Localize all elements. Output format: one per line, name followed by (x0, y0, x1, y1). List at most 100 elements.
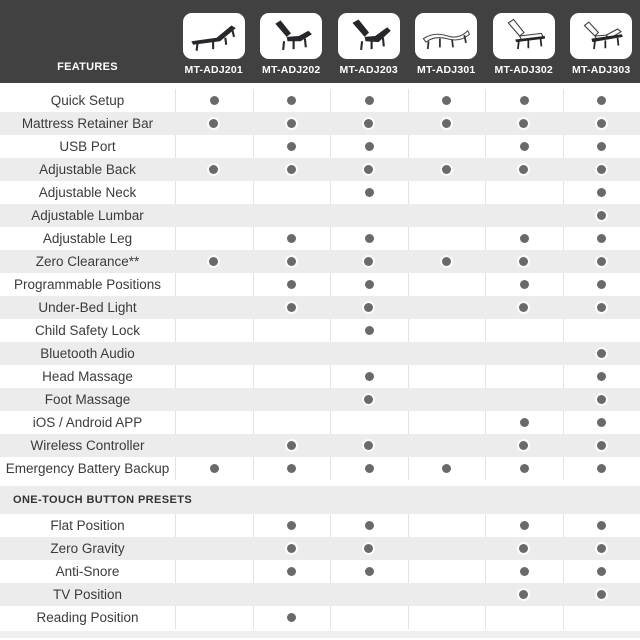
feature-cell-mt-adj301 (407, 560, 486, 583)
feature-cell-mt-adj202 (253, 388, 331, 411)
feature-included-dot-icon (596, 349, 606, 358)
feature-cell-mt-adj303 (563, 204, 640, 227)
feature-included-dot-icon (287, 521, 297, 530)
feature-cell-mt-adj301 (408, 112, 486, 135)
feature-cell-mt-adj303 (562, 606, 640, 629)
feature-cell-mt-adj201 (175, 112, 253, 135)
feature-included-dot-icon (441, 119, 451, 128)
feature-cell-mt-adj301 (408, 342, 486, 365)
feature-cell-mt-adj201 (175, 583, 253, 606)
feature-label: Head Massage (42, 369, 133, 384)
product-model-label: MT-ADJ303 (572, 64, 631, 76)
feature-included-dot-icon (519, 234, 529, 243)
table-body: Quick Setup Mattress Retainer Bar USB Port… (0, 89, 640, 629)
column-header-mt-adj301: MT-ADJ301 (408, 0, 486, 83)
feature-included-dot-icon (596, 211, 606, 220)
feature-included-dot-icon (597, 96, 607, 105)
feature-cell-mt-adj202 (252, 181, 331, 204)
section-divider (0, 480, 640, 486)
feature-row: TV Position (0, 583, 640, 606)
feature-cell-mt-adj202 (253, 250, 331, 273)
feature-included-dot-icon (596, 119, 606, 128)
feature-row: Adjustable Back (0, 158, 640, 181)
feature-included-dot-icon (364, 119, 374, 128)
feature-row: USB Port (0, 135, 640, 158)
feature-label: Adjustable Back (39, 162, 136, 177)
bed-light-head-raised-icon (497, 15, 551, 57)
feature-included-dot-icon (519, 142, 529, 151)
feature-cell-mt-adj303 (563, 537, 640, 560)
feature-included-dot-icon (519, 418, 529, 427)
feature-cell-mt-adj201 (175, 388, 253, 411)
bed-light-flat-wave-icon (419, 15, 473, 57)
feature-cell-mt-adj303 (562, 457, 640, 480)
feature-included-dot-icon (286, 544, 296, 553)
header-divider (0, 83, 640, 89)
feature-cell-mt-adj201 (175, 457, 253, 480)
feature-cell-mt-adj201 (175, 411, 253, 434)
feature-cell-mt-adj302 (485, 457, 563, 480)
feature-included-dot-icon (287, 464, 297, 473)
feature-label: iOS / Android APP (32, 415, 143, 430)
feature-cell-mt-adj301 (408, 204, 486, 227)
feature-cell-mt-adj303 (562, 514, 640, 537)
feature-cell-mt-adj201 (175, 250, 253, 273)
feature-cell-mt-adj202 (252, 457, 331, 480)
feature-row: Mattress Retainer Bar (0, 112, 640, 135)
feature-cell-mt-adj302 (485, 250, 563, 273)
feature-row: Wireless Controller (0, 434, 640, 457)
feature-cell-mt-adj201 (175, 296, 253, 319)
feature-label: TV Position (52, 587, 123, 602)
product-thumb-mt-adj203 (337, 13, 400, 59)
feature-cell-mt-adj301 (407, 273, 486, 296)
feature-cell-mt-adj203 (330, 181, 408, 204)
feature-cell-mt-adj303 (563, 434, 640, 457)
feature-cell-mt-adj203 (330, 583, 408, 606)
feature-cell-mt-adj301 (408, 537, 486, 560)
product-model-label: MT-ADJ302 (494, 64, 553, 76)
feature-included-dot-icon (364, 464, 374, 473)
feature-included-dot-icon (519, 521, 529, 530)
feature-label: Quick Setup (50, 93, 125, 108)
feature-included-dot-icon (364, 395, 374, 404)
feature-cell-mt-adj203 (330, 514, 408, 537)
feature-included-dot-icon (209, 257, 219, 266)
feature-included-dot-icon (519, 280, 529, 289)
feature-included-dot-icon (596, 257, 606, 266)
feature-label: Zero Gravity (50, 541, 125, 556)
feature-cell-mt-adj201 (175, 227, 253, 250)
feature-included-dot-icon (519, 464, 529, 473)
feature-row: Head Massage (0, 365, 640, 388)
feature-row: Child Safety Lock (0, 319, 640, 342)
feature-cell-mt-adj303 (563, 250, 640, 273)
feature-cell-mt-adj302 (485, 135, 563, 158)
feature-cell-mt-adj302 (485, 296, 563, 319)
feature-included-dot-icon (287, 96, 297, 105)
feature-cell-mt-adj203 (330, 365, 408, 388)
feature-included-dot-icon (364, 280, 374, 289)
feature-included-dot-icon (441, 165, 451, 174)
feature-cell-mt-adj303 (562, 181, 640, 204)
feature-cell-mt-adj301 (408, 434, 486, 457)
feature-cell-mt-adj301 (407, 181, 486, 204)
feature-row: Flat Position (0, 514, 640, 537)
feature-cell-mt-adj303 (562, 273, 640, 296)
feature-included-dot-icon (519, 544, 529, 553)
feature-cell-mt-adj302 (485, 342, 563, 365)
feature-included-dot-icon (519, 257, 529, 266)
feature-row: Anti-Snore (0, 560, 640, 583)
feature-cell-mt-adj201 (175, 514, 253, 537)
feature-cell-mt-adj203 (330, 457, 408, 480)
feature-included-dot-icon (597, 234, 607, 243)
product-model-label: MT-ADJ201 (184, 64, 243, 76)
feature-included-dot-icon (209, 96, 219, 105)
feature-included-dot-icon (596, 544, 606, 553)
feature-cell-mt-adj203 (330, 319, 408, 342)
feature-cell-mt-adj301 (407, 514, 486, 537)
feature-included-dot-icon (364, 521, 374, 530)
feature-cell-mt-adj303 (562, 560, 640, 583)
product-model-label: MT-ADJ202 (262, 64, 321, 76)
feature-cell-mt-adj302 (485, 560, 563, 583)
feature-cell-mt-adj202 (252, 514, 331, 537)
feature-cell-mt-adj302 (485, 365, 563, 388)
